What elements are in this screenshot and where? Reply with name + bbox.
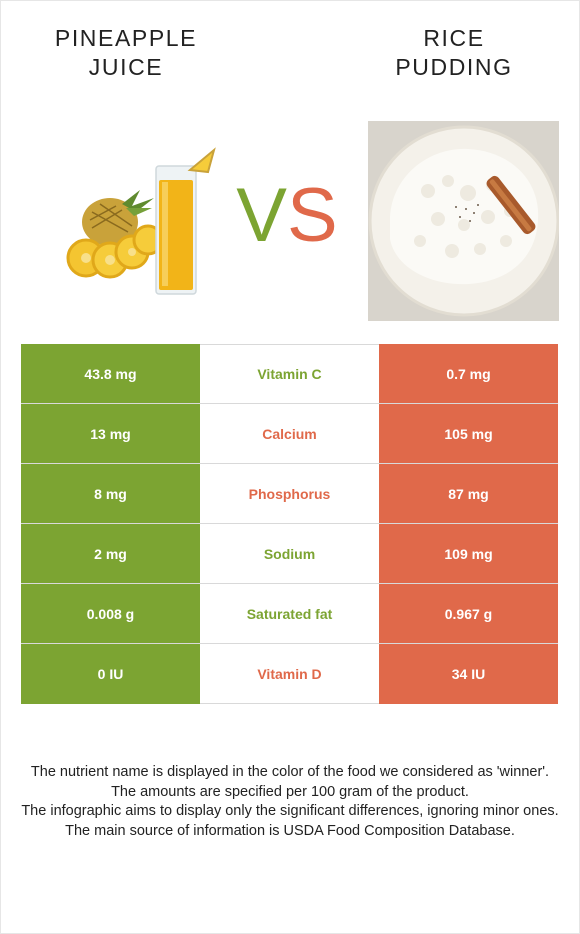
right-food-value: 0.967 g xyxy=(379,584,558,643)
note-line: The infographic aims to display only the… xyxy=(21,803,559,819)
nutrient-name: Phosphorus xyxy=(200,464,379,523)
versus-s: S xyxy=(287,173,338,258)
right-food-value: 105 mg xyxy=(379,404,558,463)
right-food-value: 109 mg xyxy=(379,524,558,583)
right-food-title-line1: RICE xyxy=(423,25,485,51)
left-food-title-line1: PINEAPPLE xyxy=(54,25,198,51)
left-food-value: 0.008 g xyxy=(21,584,200,643)
nutrient-name: Sodium xyxy=(200,524,379,583)
right-food-value: 87 mg xyxy=(379,464,558,523)
right-food-value: 34 IU xyxy=(379,644,558,704)
left-food-title: PINEAPPLE JUICE xyxy=(16,24,236,82)
versus-label: VS xyxy=(222,166,352,266)
nutrient-name: Saturated fat xyxy=(200,584,379,643)
rice-pudding-image xyxy=(368,121,559,321)
nutrient-row: 0.008 g Saturated fat 0.967 g xyxy=(21,584,558,644)
nutrient-row: 13 mg Calcium 105 mg xyxy=(21,404,558,464)
nutrient-row: 8 mg Phosphorus 87 mg xyxy=(21,464,558,524)
note-line: The main source of information is USDA F… xyxy=(65,822,515,839)
left-food-value: 2 mg xyxy=(21,524,200,583)
nutrient-table: 43.8 mg Vitamin C 0.7 mg 13 mg Calcium 105 mg… xyxy=(21,344,558,704)
left-food-value: 43.8 mg xyxy=(21,344,200,403)
nutrient-row: 0 IU Vitamin D 34 IU xyxy=(21,644,558,704)
left-food-value: 8 mg xyxy=(21,464,200,523)
versus-v: V xyxy=(236,173,287,258)
nutrient-row: 43.8 mg Vitamin C 0.7 mg xyxy=(21,344,558,404)
nutrient-name: Calcium xyxy=(200,404,379,463)
notes: The nutrient name is displayed in the co… xyxy=(20,763,560,841)
nutrient-row: 2 mg Sodium 109 mg xyxy=(21,524,558,584)
right-food-title-line2: PUDDING xyxy=(395,54,513,80)
nutrient-name: Vitamin D xyxy=(200,644,379,704)
note-line: The amounts are specified per 100 gram o… xyxy=(111,783,469,800)
left-food-value: 0 IU xyxy=(21,644,200,704)
left-food-title-line2: JUICE xyxy=(88,54,164,80)
note-line: The nutrient name is displayed in the co… xyxy=(30,764,550,780)
right-food-value: 0.7 mg xyxy=(379,344,558,403)
pineapple-juice-image xyxy=(66,147,216,295)
nutrient-name: Vitamin C xyxy=(200,344,379,403)
right-food-title: RICE PUDDING xyxy=(344,24,564,82)
left-food-value: 13 mg xyxy=(21,404,200,463)
